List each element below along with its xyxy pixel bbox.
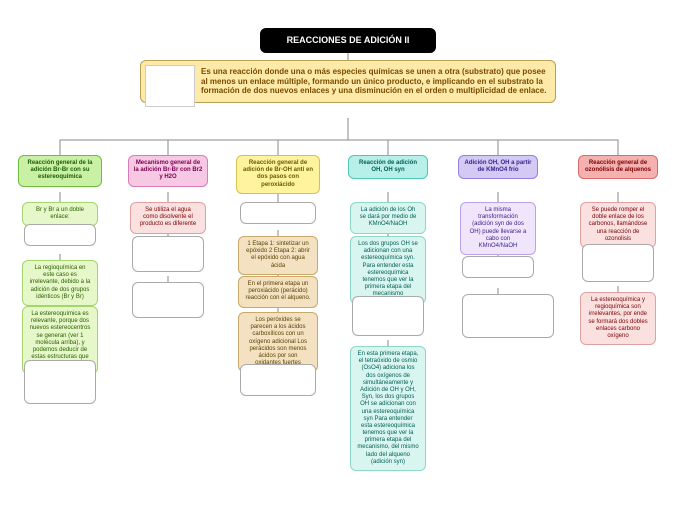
branch4-n2: Los dos grupos OH se adicionan con una e… — [350, 236, 426, 304]
branch2-n1: Se utiliza el agua como disolvente el pr… — [130, 202, 206, 234]
branch6-header: Reacción general de ozonólisis de alquen… — [578, 155, 658, 179]
branch6-n1: Se puede romper el doble enlace de los c… — [580, 202, 656, 248]
branch4-n1: La adición de los Oh se dará por medio d… — [350, 202, 426, 234]
branch3-n2: En el primera etapa un peroxiácido (perá… — [238, 276, 318, 308]
branch2-img1 — [132, 236, 204, 272]
branch5-img1 — [462, 256, 534, 278]
branch5-header: Adición OH, OH a partir de KMnO4 frío — [458, 155, 538, 179]
branch6-n2: La estereoquímica y regioquímica son irr… — [580, 292, 656, 345]
description-text: Es una reacción donde una o más especies… — [201, 67, 546, 95]
branch5-img2 — [462, 294, 554, 338]
branch4-n3: En esta primera etapa, el tetraóxido de … — [350, 346, 426, 471]
branch2-img2 — [132, 282, 204, 318]
title-node: REACCIONES DE ADICIÓN II — [260, 28, 436, 53]
branch3-n1: 1 Etapa 1: sintetizar un epóxido 2 Etapa… — [238, 236, 318, 275]
branch1-n2: La regioquímica en este caso es irreleva… — [22, 260, 98, 306]
branch1-img2 — [24, 360, 96, 404]
branch1-img1 — [24, 224, 96, 246]
branch5-n1: La misma transformación (adición syn de … — [460, 202, 536, 255]
branch1-n1: Br y Br a un doble enlace: — [22, 202, 98, 226]
branch2-header: Mecanismo general de la adición Br-Br co… — [128, 155, 208, 187]
branch4-header: Reacción de adición OH, OH syn — [348, 155, 428, 179]
branch3-header: Reacción general de adición de Br-OH ant… — [236, 155, 320, 194]
branch3-img2 — [240, 364, 316, 396]
branch6-img1 — [582, 244, 654, 282]
branch1-header: Reacción general de la adición Br-Br con… — [18, 155, 102, 187]
branch3-img1 — [240, 202, 316, 224]
desc-thumb — [145, 65, 195, 107]
branch4-img1 — [352, 296, 424, 336]
description-node: Es una reacción donde una o más especies… — [140, 60, 556, 103]
